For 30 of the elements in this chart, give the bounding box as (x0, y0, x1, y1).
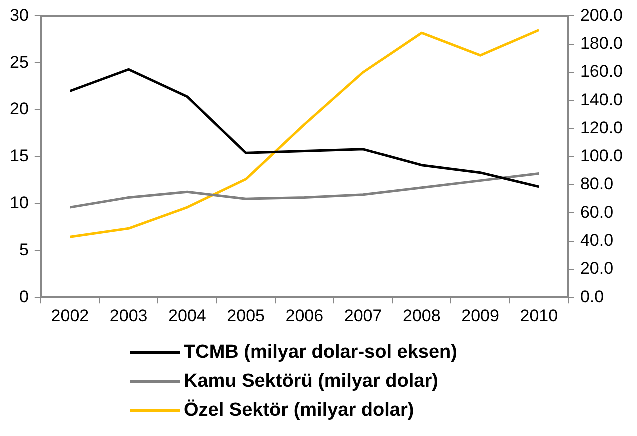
x-tick-label: 2005 (227, 306, 265, 326)
x-tick-label: 2006 (286, 306, 324, 326)
x-tick-label: 2009 (462, 306, 500, 326)
y-tick-label: 5 (19, 240, 29, 260)
y-tick-label: 25 (10, 52, 29, 72)
y2-tick-label: 180.0 (580, 34, 624, 54)
legend-label: TCMB (milyar dolar-sol eksen) (184, 342, 458, 364)
y2-tick-label: 120.0 (580, 118, 624, 138)
y-tick-label: 10 (10, 193, 29, 212)
legend-label: Kamu Sektörü (milyar dolar) (184, 370, 438, 392)
legend-label: Özel Sektör (milyar dolar) (184, 400, 414, 422)
y-tick-label: 0 (19, 287, 29, 306)
y2-tick-label: 100.0 (580, 146, 624, 166)
y2-tick-label: 20.0 (580, 259, 614, 278)
y2-tick-label: 40.0 (580, 231, 614, 250)
y2-tick-label: 200.0 (580, 6, 624, 25)
y2-tick-label: 160.0 (580, 62, 624, 82)
x-tick-label: 2007 (344, 306, 382, 326)
y2-tick-label: 60.0 (580, 202, 614, 222)
x-tick-label: 2004 (168, 306, 206, 326)
y2-tick-label: 140.0 (580, 90, 624, 110)
y-tick-label: 15 (10, 146, 29, 166)
y2-tick-label: 80.0 (580, 174, 614, 194)
y-tick-label: 30 (10, 6, 29, 25)
x-tick-label: 2010 (520, 306, 558, 326)
x-tick-label: 2008 (403, 306, 441, 326)
x-tick-label: 2003 (110, 306, 148, 326)
y-tick-label: 20 (10, 100, 29, 119)
y2-tick-label: 0.0 (580, 287, 604, 306)
x-tick-label: 2002 (51, 306, 90, 326)
